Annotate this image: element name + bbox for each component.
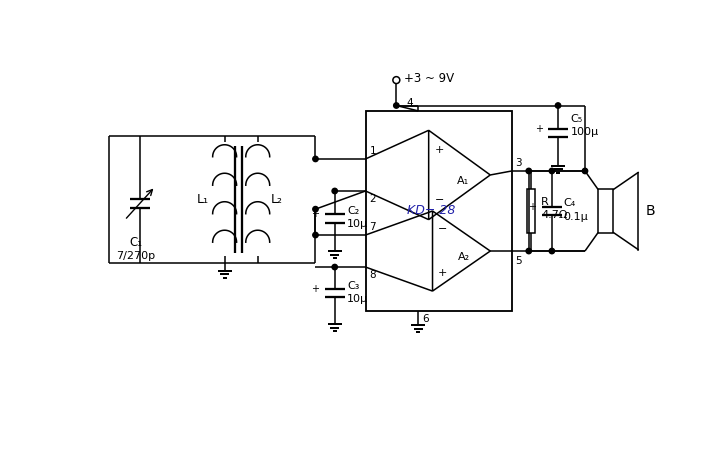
Text: C₅: C₅: [570, 114, 583, 124]
Text: 6: 6: [422, 314, 429, 324]
Text: 10μ: 10μ: [347, 294, 368, 304]
Text: 100μ: 100μ: [570, 127, 599, 137]
Bar: [366, 111, 512, 311]
Circle shape: [332, 265, 338, 270]
Text: 4.7Ω: 4.7Ω: [541, 210, 568, 220]
Text: 4: 4: [406, 98, 413, 108]
Text: A₁: A₁: [456, 176, 469, 186]
Text: 2: 2: [369, 194, 376, 204]
Circle shape: [555, 103, 561, 108]
Text: C₃: C₃: [347, 281, 359, 291]
Text: 1: 1: [369, 146, 376, 156]
Text: 7/270p: 7/270p: [116, 251, 155, 261]
Text: C₄: C₄: [563, 198, 576, 209]
Circle shape: [313, 207, 318, 212]
Text: 7: 7: [369, 222, 376, 232]
Text: +: +: [312, 209, 320, 219]
Text: R: R: [541, 197, 549, 207]
Bar: [598, 190, 614, 233]
Text: L₂: L₂: [271, 193, 283, 206]
Circle shape: [582, 168, 588, 174]
Text: +: +: [529, 202, 536, 212]
Circle shape: [332, 188, 338, 194]
Text: 3: 3: [515, 158, 521, 168]
Text: +: +: [438, 268, 448, 278]
Text: 0.1μ: 0.1μ: [563, 212, 589, 222]
Circle shape: [393, 103, 399, 108]
Text: +: +: [435, 145, 445, 155]
Text: +: +: [534, 124, 543, 134]
Bar: [527, 189, 535, 233]
Text: C₂: C₂: [347, 206, 359, 216]
Circle shape: [313, 156, 318, 162]
Circle shape: [549, 168, 555, 174]
Text: +3 ~ 9V: +3 ~ 9V: [404, 72, 454, 85]
Text: A₂: A₂: [458, 252, 471, 262]
Text: 5: 5: [515, 256, 521, 266]
Text: −: −: [438, 224, 448, 234]
Text: L₁: L₁: [197, 193, 209, 206]
Text: 8: 8: [369, 270, 376, 280]
Text: KD− 28: KD− 28: [407, 205, 455, 218]
Text: −: −: [435, 195, 445, 205]
Text: +: +: [312, 284, 320, 294]
Circle shape: [526, 168, 531, 174]
Text: 10μ: 10μ: [347, 219, 368, 229]
Text: C₁: C₁: [129, 236, 142, 248]
Circle shape: [313, 232, 318, 238]
Circle shape: [526, 248, 531, 254]
Text: B: B: [646, 204, 656, 218]
Circle shape: [549, 248, 555, 254]
